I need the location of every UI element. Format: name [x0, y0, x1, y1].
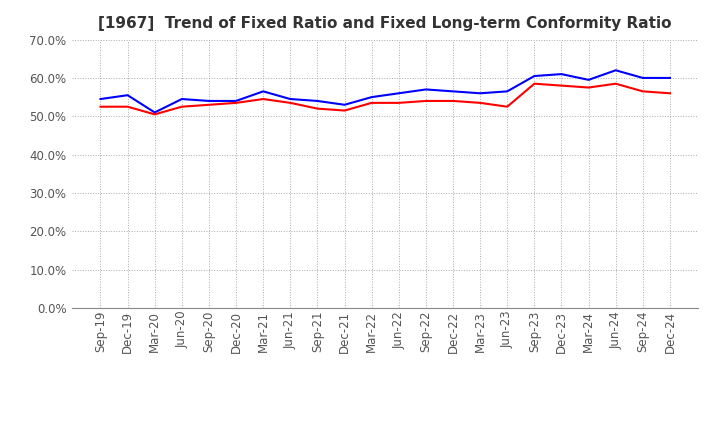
Fixed Long-term Conformity Ratio: [341, 108, 349, 113]
Fixed Long-term Conformity Ratio: [313, 106, 322, 111]
Fixed Ratio: [204, 98, 213, 103]
Fixed Long-term Conformity Ratio: [421, 98, 430, 103]
Fixed Ratio: [96, 96, 105, 102]
Fixed Ratio: [123, 92, 132, 98]
Fixed Ratio: [421, 87, 430, 92]
Fixed Long-term Conformity Ratio: [204, 102, 213, 107]
Fixed Long-term Conformity Ratio: [286, 100, 294, 106]
Fixed Ratio: [395, 91, 403, 96]
Fixed Ratio: [584, 77, 593, 82]
Fixed Ratio: [150, 110, 159, 115]
Fixed Long-term Conformity Ratio: [123, 104, 132, 109]
Line: Fixed Long-term Conformity Ratio: Fixed Long-term Conformity Ratio: [101, 84, 670, 114]
Fixed Ratio: [341, 102, 349, 107]
Fixed Ratio: [476, 91, 485, 96]
Fixed Long-term Conformity Ratio: [665, 91, 674, 96]
Fixed Long-term Conformity Ratio: [150, 112, 159, 117]
Fixed Long-term Conformity Ratio: [584, 85, 593, 90]
Fixed Ratio: [639, 75, 647, 81]
Fixed Ratio: [367, 95, 376, 100]
Line: Fixed Ratio: Fixed Ratio: [101, 70, 670, 113]
Fixed Long-term Conformity Ratio: [476, 100, 485, 106]
Title: [1967]  Trend of Fixed Ratio and Fixed Long-term Conformity Ratio: [1967] Trend of Fixed Ratio and Fixed Lo…: [99, 16, 672, 32]
Fixed Ratio: [449, 89, 457, 94]
Fixed Ratio: [313, 98, 322, 103]
Fixed Ratio: [232, 98, 240, 103]
Fixed Ratio: [530, 73, 539, 79]
Fixed Ratio: [557, 71, 566, 77]
Fixed Long-term Conformity Ratio: [367, 100, 376, 106]
Fixed Long-term Conformity Ratio: [259, 96, 268, 102]
Fixed Ratio: [286, 96, 294, 102]
Fixed Ratio: [259, 89, 268, 94]
Fixed Long-term Conformity Ratio: [395, 100, 403, 106]
Fixed Ratio: [503, 89, 511, 94]
Fixed Long-term Conformity Ratio: [96, 104, 105, 109]
Fixed Ratio: [178, 96, 186, 102]
Fixed Long-term Conformity Ratio: [503, 104, 511, 109]
Fixed Long-term Conformity Ratio: [178, 104, 186, 109]
Fixed Long-term Conformity Ratio: [232, 100, 240, 106]
Fixed Long-term Conformity Ratio: [639, 89, 647, 94]
Fixed Long-term Conformity Ratio: [611, 81, 620, 86]
Fixed Ratio: [665, 75, 674, 81]
Fixed Long-term Conformity Ratio: [530, 81, 539, 86]
Fixed Long-term Conformity Ratio: [449, 98, 457, 103]
Fixed Ratio: [611, 68, 620, 73]
Fixed Long-term Conformity Ratio: [557, 83, 566, 88]
